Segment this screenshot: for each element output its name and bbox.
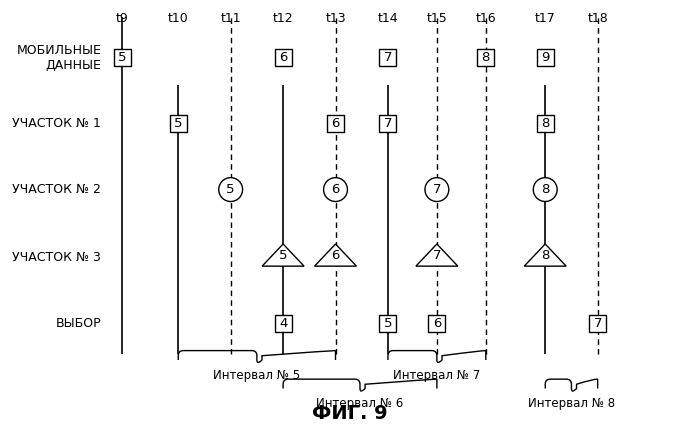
Text: t18: t18	[587, 12, 608, 25]
Text: ФИГ. 9: ФИГ. 9	[312, 403, 387, 423]
Text: 6: 6	[279, 51, 287, 64]
Text: 5: 5	[279, 249, 287, 262]
Text: УЧАСТОК № 1: УЧАСТОК № 1	[13, 117, 101, 130]
Text: 9: 9	[541, 51, 549, 64]
Text: t10: t10	[168, 12, 189, 25]
Bar	[537, 49, 554, 66]
Text: t13: t13	[325, 12, 346, 25]
Text: ВЫБОР: ВЫБОР	[56, 317, 101, 330]
Text: 7: 7	[384, 117, 392, 130]
Bar	[428, 315, 445, 332]
Polygon shape	[315, 244, 356, 266]
Text: t11: t11	[220, 12, 241, 25]
Bar	[537, 115, 554, 132]
Text: 6: 6	[433, 317, 441, 330]
Text: 8: 8	[482, 51, 490, 64]
Bar	[327, 115, 344, 132]
Bar	[170, 115, 187, 132]
Bar	[380, 115, 396, 132]
Text: t12: t12	[273, 12, 294, 25]
Text: 8: 8	[541, 249, 549, 262]
Bar	[380, 49, 396, 66]
Bar	[477, 49, 494, 66]
Text: 6: 6	[331, 183, 340, 196]
Text: 7: 7	[433, 249, 441, 262]
Bar	[589, 315, 606, 332]
Bar	[275, 49, 291, 66]
Text: 5: 5	[174, 117, 182, 130]
Bar	[380, 315, 396, 332]
Text: УЧАСТОК № 2: УЧАСТОК № 2	[13, 183, 101, 196]
Text: 6: 6	[331, 249, 340, 262]
Text: t9: t9	[116, 12, 129, 25]
Text: МОБИЛЬНЫЕ
ДАННЫЕ: МОБИЛЬНЫЕ ДАННЫЕ	[17, 43, 101, 72]
Polygon shape	[262, 244, 304, 266]
Text: 5: 5	[384, 317, 392, 330]
Bar	[275, 315, 291, 332]
Polygon shape	[524, 244, 566, 266]
Bar	[114, 49, 131, 66]
Text: Интервал № 8: Интервал № 8	[528, 397, 615, 410]
Text: 6: 6	[331, 117, 340, 130]
Text: Интервал № 5: Интервал № 5	[213, 369, 301, 382]
Text: 5: 5	[226, 183, 235, 196]
Text: t17: t17	[535, 12, 556, 25]
Text: 7: 7	[384, 51, 392, 64]
Text: t16: t16	[475, 12, 496, 25]
Text: 7: 7	[593, 317, 602, 330]
Text: 5: 5	[118, 51, 127, 64]
Text: 7: 7	[433, 183, 441, 196]
Text: 8: 8	[541, 117, 549, 130]
Ellipse shape	[425, 178, 449, 201]
Text: t15: t15	[426, 12, 447, 25]
Ellipse shape	[324, 178, 347, 201]
Text: t14: t14	[377, 12, 398, 25]
Ellipse shape	[219, 178, 243, 201]
Text: 8: 8	[541, 183, 549, 196]
Polygon shape	[416, 244, 458, 266]
Text: Интервал № 6: Интервал № 6	[317, 397, 403, 410]
Text: Интервал № 7: Интервал № 7	[394, 369, 480, 382]
Text: УЧАСТОК № 3: УЧАСТОК № 3	[13, 251, 101, 264]
Text: 4: 4	[279, 317, 287, 330]
Ellipse shape	[533, 178, 557, 201]
